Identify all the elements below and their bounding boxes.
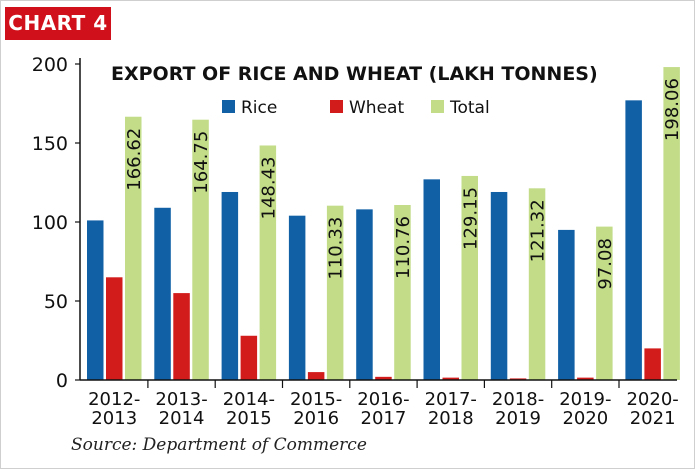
bar-total — [326, 205, 344, 380]
bar-total — [192, 119, 209, 380]
bar-total — [461, 175, 478, 380]
x-tick-label: 2020- — [626, 389, 678, 410]
x-tick-label: 2017 — [361, 408, 407, 429]
bar-wheat — [106, 277, 123, 380]
bar-total — [259, 145, 277, 380]
y-tick-label: 200 — [32, 54, 68, 76]
bars — [87, 67, 680, 381]
bar-wheat — [307, 372, 325, 380]
x-tick-label: 2016- — [357, 389, 409, 410]
bar-wheat — [173, 293, 190, 380]
bar-rice — [356, 209, 373, 380]
bar-rice — [490, 191, 508, 380]
legend-swatch-rice — [222, 100, 235, 113]
bar-wheat — [577, 377, 594, 380]
chart-legend: Rice Wheat Total — [222, 98, 490, 118]
data-label-total: 148.43 — [258, 156, 279, 219]
x-tick-label: 2016 — [293, 408, 339, 429]
legend-label-wheat: Wheat — [349, 98, 404, 118]
data-label-total: 110.76 — [393, 216, 414, 279]
chart-title: EXPORT OF RICE AND WHEAT (LAKH TONNES) — [111, 63, 598, 85]
x-tick-label: 2019 — [495, 408, 541, 429]
x-tick-label: 2015- — [290, 389, 342, 410]
x-tick-label: 2018- — [492, 389, 544, 410]
x-tick-label: 2021 — [630, 408, 676, 429]
y-axis: 0 50 100 150 200 — [32, 54, 81, 392]
bar-total — [596, 226, 613, 380]
data-label-total: 121.32 — [528, 199, 549, 262]
bar-rice — [87, 220, 104, 380]
x-tick-label: 2014 — [159, 408, 205, 429]
source-note: Source: Department of Commerce — [71, 435, 367, 455]
bar-rice — [154, 207, 171, 380]
data-label-total: 110.33 — [326, 217, 347, 280]
x-tick-label: 2019- — [559, 389, 611, 410]
legend-swatch-wheat — [330, 100, 343, 113]
y-tick-label: 150 — [32, 133, 68, 155]
x-axis: 2012-2013 2013-2014 2014-2015 2015-2016 2016… — [80, 379, 679, 429]
bar-rice — [288, 215, 306, 380]
y-tick-label: 100 — [32, 212, 68, 234]
y-tick-label: 0 — [56, 370, 68, 392]
bar-total — [663, 67, 680, 381]
bar-rice — [221, 191, 239, 380]
x-tick-label: 2013 — [91, 408, 137, 429]
bar-wheat — [442, 377, 459, 380]
x-tick-label: 2020 — [562, 408, 608, 429]
bar-total — [125, 116, 142, 380]
legend-label-total: Total — [449, 98, 490, 118]
bar-total — [394, 204, 411, 380]
bar-wheat — [240, 335, 258, 380]
x-tick-label: 2014- — [223, 389, 275, 410]
y-tick-label: 50 — [44, 291, 68, 313]
x-tick-label: 2015 — [226, 408, 272, 429]
data-labels: 166.62 164.75 148.43 110.33 110.76 129.15 121.… — [124, 78, 683, 290]
x-tick-label: 2013- — [155, 389, 207, 410]
data-label-total: 166.62 — [124, 128, 145, 191]
x-tick-label: 2012- — [88, 389, 140, 410]
data-label-total: 164.75 — [191, 131, 212, 194]
data-label-total: 198.06 — [662, 78, 683, 141]
bar-wheat — [509, 378, 527, 380]
data-label-total: 97.08 — [595, 238, 616, 290]
bar-wheat — [375, 376, 392, 380]
bar-wheat — [644, 348, 661, 380]
x-tick-label: 2018 — [428, 408, 474, 429]
bar-chart: EXPORT OF RICE AND WHEAT (LAKH TONNES) R… — [32, 54, 683, 429]
bar-rice — [423, 179, 440, 380]
bar-rice — [558, 229, 575, 380]
x-tick-label: 2017- — [425, 389, 477, 410]
legend-swatch-total — [431, 100, 444, 113]
bar-rice — [625, 100, 642, 380]
legend-label-rice: Rice — [241, 98, 277, 118]
bar-total — [528, 188, 546, 380]
chart-number-badge: CHART 4 — [5, 7, 111, 40]
data-label-total: 129.15 — [460, 187, 481, 250]
